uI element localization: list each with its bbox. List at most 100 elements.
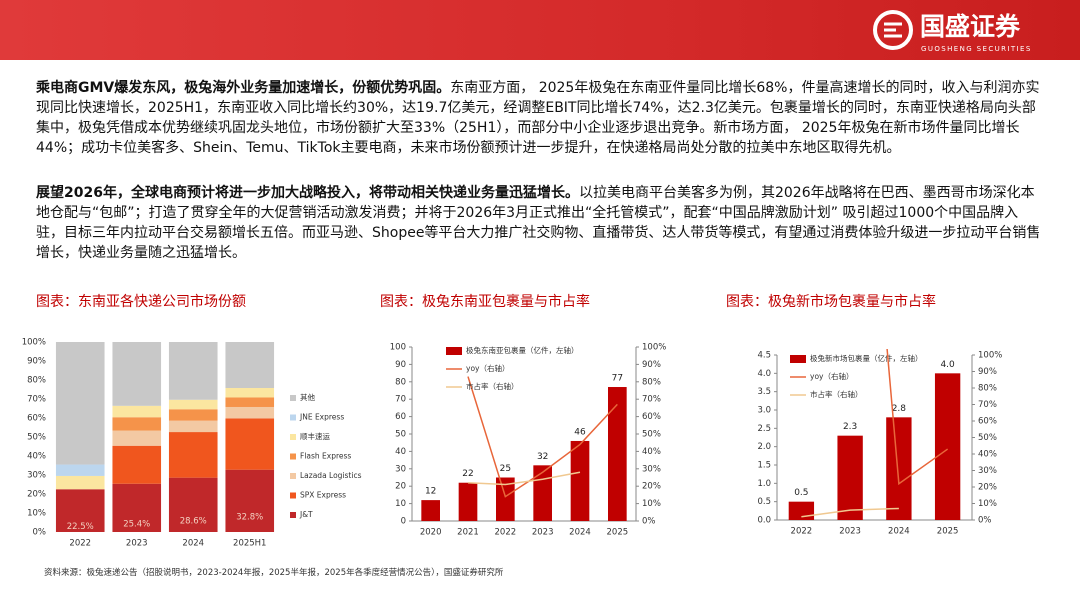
legend-label: 极兔东南亚包裹量（亿件，左轴） — [466, 345, 579, 355]
legend-label: 顺丰速运 — [300, 431, 330, 441]
chart: 图表：东南亚各快递公司市场份额 0% 10% 20% 30% 40% 50% 60% 70% 80… — [22, 293, 362, 549]
legend-label: yoy（右轴） — [810, 371, 853, 381]
brand: 国盛证券 — [920, 12, 1021, 41]
y2-tick-label: 20% — [642, 482, 661, 492]
bar-segment — [55, 475, 105, 490]
legend-label: J&T — [299, 510, 313, 519]
bar-segment — [112, 445, 162, 484]
bar — [788, 501, 815, 520]
value-label: 0.5 — [794, 488, 808, 498]
chart-title: 图表：极兔新市场包裹量与市占率 — [726, 293, 936, 310]
legend-swatch — [290, 434, 296, 440]
line — [467, 376, 618, 498]
y-tick-label: 0.5 — [757, 497, 771, 507]
y2-tick-label: 10% — [642, 499, 661, 509]
legend-label: yoy（右轴） — [466, 363, 509, 373]
value-label: 28.6% — [180, 516, 207, 526]
y-tick-label: 10 — [395, 499, 406, 509]
value-label: 2.3 — [843, 422, 857, 432]
bar-segment — [168, 342, 218, 400]
y-tick-label: 60 — [395, 412, 406, 422]
bar — [570, 440, 590, 521]
y2-tick-label: 80% — [978, 384, 997, 394]
y-tick-label: 90 — [395, 360, 406, 370]
y-tick-label: 2.5 — [757, 424, 771, 434]
value-label: 12 — [425, 487, 436, 497]
x-tick-label: 2020 — [420, 528, 442, 538]
legend-label: 市占率（右轴） — [810, 389, 863, 399]
y-tick-label: 20% — [27, 490, 46, 500]
y-tick-label: 20 — [395, 482, 406, 492]
bar — [421, 500, 440, 521]
x-tick-label: 2023 — [839, 527, 861, 537]
x-tick-label: 2025 — [937, 527, 959, 537]
y-tick-label: 100% — [22, 338, 46, 348]
y-tick-label: 80% — [27, 376, 46, 386]
x-tick-label: 2023 — [126, 539, 148, 549]
value-label: 25 — [500, 464, 511, 474]
y2-tick-label: 20% — [978, 483, 997, 493]
x-tick-label: 2022 — [791, 527, 813, 537]
chart: 图表：极兔东南亚包裹量与市占率 0 10 20 30 40 50 60 70 80 90 100 0% 1… — [380, 293, 666, 538]
legend-swatch — [290, 512, 296, 518]
brand-en: GUOSHENG SECURITIES — [921, 45, 1032, 53]
chart: 图表：极兔新市场包裹量与市占率 0.0 0.5 1.0 1.5 2.0 2.5 3.0 3.5 4… — [726, 293, 1002, 537]
y-tick-label: 100 — [390, 343, 406, 353]
header-band: 国盛证券 GUOSHENG SECURITIES — [0, 0, 1080, 60]
bar — [837, 435, 863, 520]
y-tick-label: 0.0 — [757, 516, 771, 526]
y-tick-label: 50% — [27, 433, 46, 443]
legend-label: Lazada Logistics — [300, 471, 362, 480]
y2-tick-label: 90% — [642, 360, 661, 370]
legend-label: Flash Express — [300, 452, 351, 461]
y-tick-label: 10% — [27, 509, 46, 519]
y2-tick-label: 30% — [642, 464, 661, 474]
bar — [496, 477, 515, 521]
lead: 展望2026年，全球电商预计将进一步加大战略投入，将带动相关快递业务量迅猛增长。 — [36, 185, 579, 201]
bar-segment — [225, 418, 275, 470]
y2-tick-label: 80% — [642, 377, 661, 387]
chart-title: 图表：东南亚各快递公司市场份额 — [36, 293, 246, 310]
bar-segment — [55, 342, 105, 465]
y-tick-label: 80 — [395, 377, 406, 387]
y-tick-label: 90% — [27, 357, 46, 367]
value-label: 77 — [612, 374, 623, 384]
bar-segment — [168, 420, 218, 433]
legend-label: 极兔新市场包裹量（亿件，左轴） — [810, 353, 923, 363]
bar-segment — [112, 483, 162, 532]
legend-swatch — [446, 347, 462, 355]
value-label: 22.5% — [67, 522, 94, 532]
y-tick-label: 1.0 — [757, 479, 771, 489]
body-text: 东南亚方面， 2025年极兔在东南亚件量同比增长68%，件量高速增长的同时，收入… — [36, 80, 1040, 156]
y2-tick-label: 60% — [978, 417, 997, 427]
paragraph: 展望2026年，全球电商预计将进一步加大战略投入，将带动相关快递业务量迅猛增长。… — [36, 183, 1046, 263]
y-tick-label: 0 — [401, 517, 406, 527]
source: 资料来源：极兔速递公告（招股说明书，2023-2024年报，2025半年报，20… — [44, 568, 504, 578]
y-tick-label: 1.5 — [757, 461, 771, 471]
bar-segment — [168, 399, 218, 410]
y-tick-label: 4.5 — [757, 351, 771, 361]
body-text: 以拉美电商平台美客多为例，其2026年战略将在巴西、墨西哥市场深化本地仓配与“包… — [36, 185, 1041, 261]
line — [886, 349, 949, 486]
bar — [608, 387, 627, 521]
y-tick-label: 30% — [27, 471, 46, 481]
y2-tick-label: 10% — [978, 499, 997, 509]
y2-tick-label: 40% — [978, 450, 997, 460]
legend-label: JNE Express — [299, 413, 344, 422]
line — [801, 507, 899, 518]
y2-tick-label: 40% — [642, 447, 661, 457]
legend-label: 其他 — [300, 392, 315, 402]
y-tick-label: 2.0 — [757, 442, 771, 452]
bar — [533, 465, 552, 521]
legend-label: 市占率（右轴） — [466, 381, 519, 391]
x-tick-label: 2022 — [495, 528, 517, 538]
x-tick-label: 2024 — [888, 527, 910, 537]
y2-tick-label: 0% — [642, 517, 656, 527]
y-tick-label: 70% — [27, 395, 46, 405]
y-tick-label: 4.0 — [757, 369, 771, 379]
bar-segment — [55, 464, 105, 476]
x-tick-label: 2025 — [607, 528, 629, 538]
y2-tick-label: 70% — [978, 400, 997, 410]
line — [467, 471, 581, 486]
